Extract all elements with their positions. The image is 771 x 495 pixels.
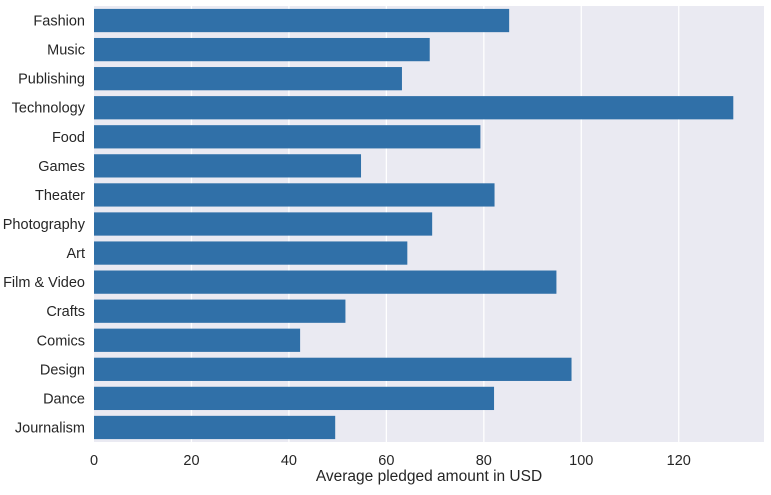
x-axis-label: Average pledged amount in USD xyxy=(316,468,542,485)
x-tick-label: 80 xyxy=(476,453,492,469)
x-tick-label: 0 xyxy=(90,453,98,469)
y-tick-label: Games xyxy=(38,159,85,175)
bar xyxy=(94,8,510,33)
bar xyxy=(94,212,433,236)
y-tick-label: Art xyxy=(66,246,85,262)
y-tick-label: Design xyxy=(40,362,85,378)
bar xyxy=(94,241,408,265)
x-tick-label: 40 xyxy=(281,453,297,469)
bar xyxy=(94,154,362,178)
y-tick-label: Technology xyxy=(12,101,86,117)
bar xyxy=(94,299,346,323)
x-tick-label: 120 xyxy=(667,453,691,469)
y-tick-label: Crafts xyxy=(46,304,85,320)
x-tick-labels: 0 20 40 60 80 100 120 xyxy=(90,453,691,469)
y-tick-label: Film & Video xyxy=(3,275,85,291)
bar xyxy=(94,125,481,149)
bar xyxy=(94,96,734,120)
y-tick-label: Food xyxy=(52,130,85,146)
bar xyxy=(94,37,430,62)
bar xyxy=(94,67,402,91)
x-tick-label: 60 xyxy=(378,453,394,469)
x-tick-label: 20 xyxy=(183,453,199,469)
y-tick-label: Theater xyxy=(35,188,85,204)
bar xyxy=(94,415,336,440)
bar xyxy=(94,328,301,352)
bar xyxy=(94,386,495,411)
y-tick-label: Fashion xyxy=(33,14,85,30)
bar xyxy=(94,357,572,381)
y-tick-label: Music xyxy=(47,43,85,59)
bar xyxy=(94,270,557,294)
y-tick-labels: Fashion Music Publishing Technology Food Game… xyxy=(3,14,86,437)
x-tick-label: 100 xyxy=(569,453,593,469)
y-tick-label: Journalism xyxy=(15,420,85,436)
y-tick-label: Dance xyxy=(43,391,85,407)
bar xyxy=(94,183,495,207)
y-tick-label: Comics xyxy=(37,333,85,349)
bars xyxy=(94,8,734,440)
y-tick-label: Publishing xyxy=(18,72,85,88)
y-tick-label: Photography xyxy=(3,217,86,233)
